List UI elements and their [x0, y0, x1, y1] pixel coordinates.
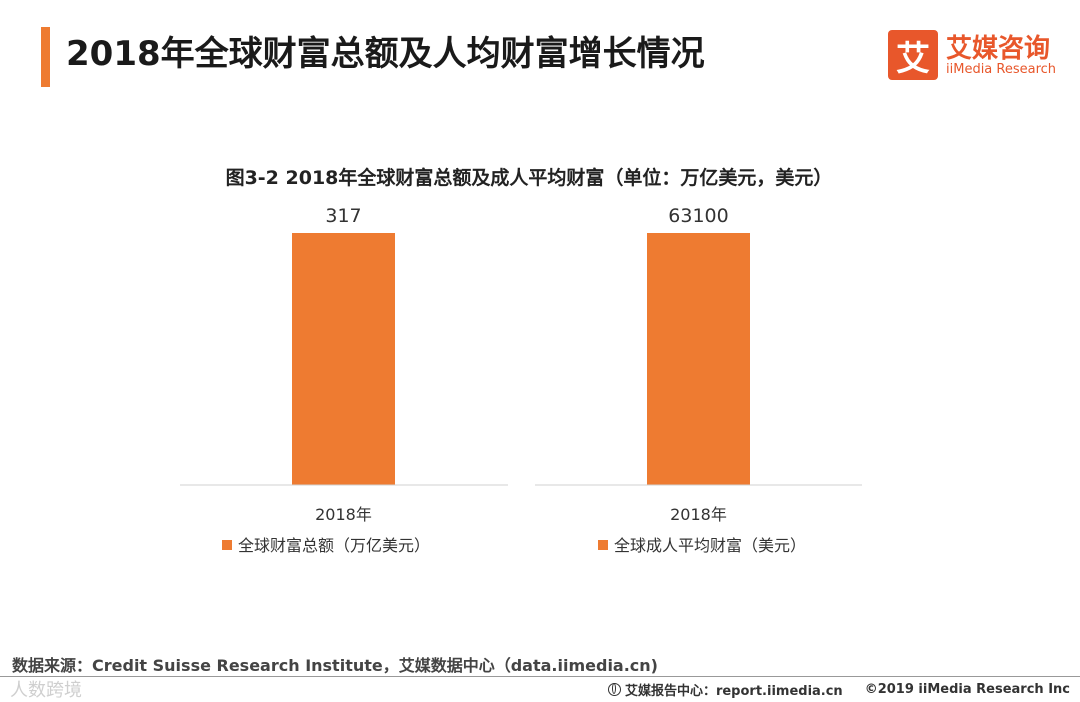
chart-title: 图3-2 2018年全球财富总额及成人平均财富（单位：万亿美元，美元） — [226, 166, 833, 189]
globe-icon — [607, 683, 621, 696]
logo-name-cn: 艾媒咨询 — [946, 34, 1051, 64]
logo-name-en: iiMedia Research — [946, 62, 1057, 77]
bar-1 — [292, 233, 395, 485]
legend-label-2: 全球成人平均财富（美元） — [614, 536, 806, 555]
title-accent-bar — [41, 27, 50, 87]
footer-divider — [0, 676, 1080, 677]
watermark-text: 人数跨境 — [10, 680, 82, 701]
category-label-1: 2018年 — [315, 505, 372, 524]
report-center-link[interactable]: 艾媒报告中心：report.iimedia.cn — [624, 684, 843, 699]
legend-swatch-1 — [222, 540, 232, 550]
legend-swatch-2 — [598, 540, 608, 550]
bar-2 — [647, 233, 750, 485]
bar-value-label-2: 63100 — [668, 205, 728, 227]
footer-info: 艾媒报告中心：report.iimedia.cn ©2019 iiMedia R… — [607, 680, 1070, 699]
data-source: 数据来源：Credit Suisse Research Institute，艾媒… — [12, 656, 658, 675]
logo-mark: 艾 — [888, 30, 938, 80]
brand-logo: 艾 艾媒咨询 iiMedia Research — [888, 30, 1063, 82]
category-label-2: 2018年 — [670, 505, 727, 524]
bar-value-label-1: 317 — [325, 205, 361, 227]
page-title: 2018年全球财富总额及人均财富增长情况 — [66, 34, 705, 74]
legend-label-1: 全球财富总额（万亿美元） — [238, 536, 430, 555]
copyright-text: ©2019 iiMedia Research Inc — [864, 682, 1070, 697]
chart: 图3-2 2018年全球财富总额及成人平均财富（单位：万亿美元，美元） 317 2… — [180, 166, 862, 555]
